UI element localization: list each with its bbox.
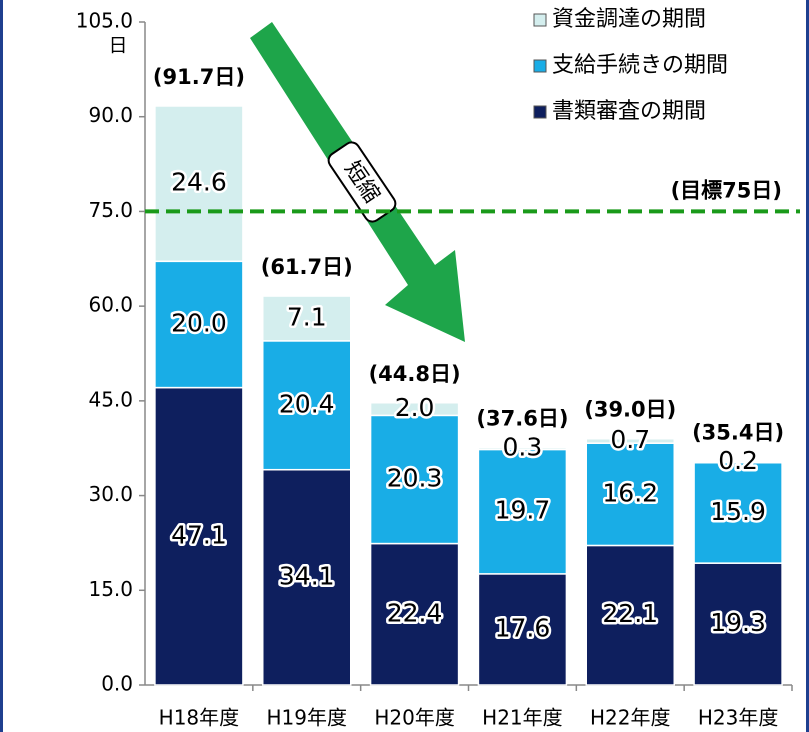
bar-segment — [369, 402, 460, 417]
legend-swatch — [533, 13, 547, 27]
x-tick-label: H22年度 — [590, 706, 671, 730]
y-tick-label: 0.0 — [101, 672, 133, 696]
bar-segment — [693, 562, 783, 686]
bar-segment — [477, 448, 568, 575]
total-label: (35.4日) — [692, 420, 784, 444]
x-tick-label: H20年度 — [374, 706, 455, 730]
value-label: 16.2 — [602, 478, 658, 507]
value-label: 15.9 — [710, 497, 766, 526]
value-label: 20.0 — [171, 308, 227, 337]
legend-label: 支給手続きの期間 — [552, 53, 728, 78]
legend-label: 資金調達の期間 — [552, 7, 706, 32]
bar-segment — [585, 544, 675, 686]
target-label: (目標75日) — [671, 178, 782, 202]
total-label: (44.8日) — [369, 362, 461, 386]
legend-swatch — [533, 59, 547, 73]
bar-segment — [154, 105, 244, 263]
value-label: 0.3 — [503, 433, 543, 462]
value-label: 7.1 — [287, 302, 327, 331]
total-label: (37.6日) — [476, 407, 568, 431]
bar-segment — [262, 340, 352, 471]
unit-label: 日 — [108, 35, 127, 57]
total-label: (61.7日) — [261, 255, 353, 279]
value-label: 34.1 — [279, 561, 335, 590]
value-label: 0.7 — [610, 425, 650, 454]
value-label: 47.1 — [171, 520, 227, 549]
value-label: 24.6 — [171, 168, 227, 197]
value-label: 20.4 — [279, 389, 335, 418]
value-label: 22.1 — [602, 599, 658, 628]
y-tick-label: 105.0 — [76, 9, 133, 33]
y-tick-label: 75.0 — [88, 198, 133, 222]
y-tick-label: 30.0 — [88, 482, 133, 506]
value-label: 17.6 — [495, 613, 551, 642]
bar-segment — [154, 386, 244, 686]
x-tick-label: H23年度 — [698, 706, 779, 730]
legend-label: 書類審査の期間 — [552, 99, 706, 124]
x-tick-label: H21年度 — [482, 706, 563, 730]
value-label: 19.3 — [710, 608, 766, 637]
y-tick-label: 90.0 — [88, 103, 133, 127]
bar-segment — [369, 542, 460, 686]
total-label: (39.0日) — [584, 398, 676, 422]
bar-segment — [477, 573, 568, 686]
bar-segment — [154, 260, 244, 389]
bar-segment — [693, 460, 783, 464]
bar-segment — [585, 437, 675, 444]
x-tick-label: H19年度 — [267, 706, 348, 730]
bar-segment — [262, 295, 352, 342]
bar-segment — [585, 442, 675, 547]
bar-segment — [477, 446, 568, 451]
value-label: 20.3 — [387, 463, 443, 492]
legend-swatch — [533, 105, 547, 119]
arrow: 短縮 — [250, 22, 465, 342]
value-label: 22.4 — [387, 598, 443, 627]
total-label: (91.7日) — [153, 65, 245, 89]
y-tick-label: 15.0 — [88, 577, 133, 601]
y-tick-label: 45.0 — [88, 387, 133, 411]
value-label: 19.7 — [495, 496, 551, 525]
bar-segment — [262, 468, 352, 686]
y-tick-label: 60.0 — [88, 293, 133, 317]
value-label: 0.2 — [718, 446, 758, 475]
x-tick-label: H18年度 — [159, 706, 240, 730]
bar-segment — [369, 414, 460, 545]
arrow-badge-box — [327, 141, 397, 223]
value-label: 2.0 — [395, 393, 435, 422]
